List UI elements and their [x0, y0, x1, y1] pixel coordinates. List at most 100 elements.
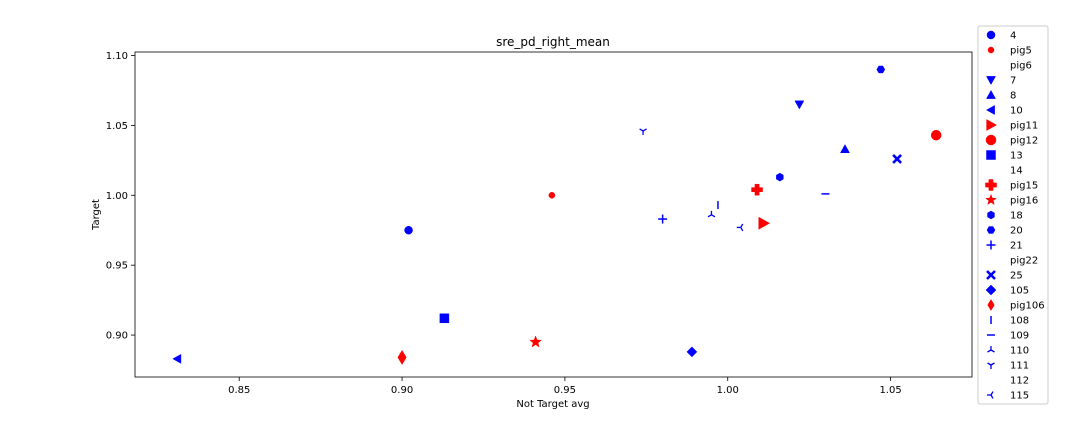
- y-tick-label: 1.10: [106, 51, 128, 62]
- data-point-pig106: [397, 349, 407, 365]
- legend-entry-115: 115: [987, 391, 1029, 402]
- legend-marker: [986, 226, 996, 234]
- legend-entry-8: 8: [986, 89, 1016, 102]
- legend-entry-pig15: pig15: [985, 179, 1038, 192]
- legend-label: 115: [1010, 391, 1029, 402]
- legend-marker: [985, 179, 997, 191]
- legend-label: pig16: [1010, 196, 1038, 207]
- data-point-10: [172, 353, 182, 364]
- legend-label: pig106: [1010, 301, 1045, 312]
- legend-entry-pig16: pig16: [985, 193, 1038, 207]
- legend-marker: [987, 210, 995, 220]
- legend-label: pig5: [1010, 46, 1032, 57]
- y-tick-label: 1.00: [106, 191, 128, 202]
- legend-label: 109: [1010, 331, 1029, 342]
- legend-entry-109: 109: [987, 331, 1029, 342]
- legend-label: 13: [1010, 151, 1023, 162]
- data-point-105: [686, 346, 698, 358]
- legend-entry-111: 111: [987, 361, 1029, 372]
- legend-entry-112: 112: [1010, 376, 1029, 387]
- legend-label: pig15: [1010, 181, 1038, 192]
- data-point-20: [876, 65, 886, 74]
- plot-area: 0.85 0.90 0.95 1.00 1.05 0.90 0.95 1.00 1.05 1.1…: [106, 51, 973, 396]
- legend-marker: [986, 150, 996, 160]
- legend-label: 4: [1010, 31, 1016, 42]
- y-axis-label: Target: [91, 199, 102, 231]
- legend-marker: [985, 284, 997, 296]
- legend-entry-13: 13: [986, 150, 1023, 162]
- data-point-110: [707, 210, 716, 218]
- legend-entry-105: 105: [985, 284, 1029, 297]
- x-tick-label: 1.00: [717, 385, 739, 396]
- data-point-7: [794, 100, 805, 110]
- legend-entry-pig11: pig11: [986, 119, 1038, 132]
- legend-entry-pig5: pig5: [987, 46, 1032, 57]
- legend-entry-18: 18: [987, 210, 1023, 222]
- data-point-13: [439, 313, 450, 324]
- legend-label: 112: [1010, 376, 1029, 387]
- legend-label: 21: [1010, 241, 1023, 252]
- legend-label: 7: [1010, 76, 1016, 87]
- legend-entry-pig6: pig6: [1010, 61, 1032, 72]
- legend-entry-14: 14: [1010, 166, 1023, 177]
- x-axis-label: Not Target avg: [516, 399, 589, 410]
- data-point-21: [658, 214, 668, 224]
- y-tick-label: 0.95: [106, 261, 128, 272]
- legend-label: pig11: [1010, 121, 1038, 132]
- legend: 4 pig5 pig6 7 8 10 pig11 pig12 13 14 pig15 pig16 18 2…: [977, 25, 1049, 405]
- legend-label: 14: [1010, 166, 1023, 177]
- data-point-pig11: [758, 216, 771, 230]
- x-tick-label: 0.95: [554, 385, 576, 396]
- legend-entry-pig12: pig12: [985, 134, 1038, 147]
- legend-marker: [986, 89, 996, 99]
- data-point-18: [776, 172, 784, 182]
- legend-label: 25: [1010, 271, 1023, 282]
- legend-marker: [987, 46, 995, 54]
- legend-entry-pig22: pig22: [1010, 256, 1038, 267]
- legend-entry-20: 20: [986, 226, 1023, 237]
- data-point-pig5: [548, 192, 556, 199]
- legend-label: 110: [1010, 346, 1029, 357]
- legend-label: 108: [1010, 316, 1029, 327]
- legend-label: 20: [1010, 226, 1023, 237]
- legend-frame: [977, 25, 1049, 405]
- legend-label: 18: [1010, 211, 1023, 222]
- data-point-pig12: [930, 129, 942, 141]
- legend-label: 111: [1010, 361, 1029, 372]
- legend-marker: [987, 346, 995, 353]
- data-point-115: [736, 223, 744, 232]
- legend-marker: [985, 193, 997, 206]
- legend-marker: [987, 362, 995, 369]
- data-points: [172, 65, 942, 365]
- legend-marker: [986, 76, 996, 86]
- data-point-4: [404, 225, 413, 235]
- x-tick-label: 0.90: [391, 385, 413, 396]
- legend-marker: [986, 119, 998, 131]
- legend-label: pig6: [1010, 61, 1032, 72]
- data-point-pig15: [751, 183, 763, 196]
- legend-label: 105: [1010, 286, 1029, 297]
- plot-frame: [134, 51, 973, 378]
- chart-title: sre_pd_right_mean: [496, 35, 610, 49]
- y-tick-label: 1.05: [106, 121, 128, 132]
- legend-entry-25: 25: [986, 270, 1023, 282]
- legend-entry-108: 108: [990, 316, 1029, 327]
- legend-entry-21: 21: [986, 240, 1023, 252]
- legend-marker: [986, 240, 996, 250]
- data-point-25: [892, 154, 903, 164]
- x-axis: 0.85 0.90 0.95 1.00 1.05: [228, 377, 902, 396]
- legend-marker: [986, 30, 996, 40]
- legend-marker: [985, 105, 995, 115]
- legend-marker: [986, 270, 996, 280]
- legend-marker: [985, 134, 997, 146]
- legend-label: pig22: [1010, 256, 1038, 267]
- x-tick-label: 1.05: [879, 385, 901, 396]
- legend-entry-4: 4: [986, 30, 1016, 42]
- legend-label: pig12: [1010, 136, 1038, 147]
- legend-entry-pig106: pig106: [987, 299, 1045, 312]
- x-tick-label: 0.85: [228, 385, 250, 396]
- legend-entry-110: 110: [987, 346, 1029, 357]
- legend-entry-10: 10: [985, 105, 1023, 117]
- legend-marker: [987, 299, 995, 311]
